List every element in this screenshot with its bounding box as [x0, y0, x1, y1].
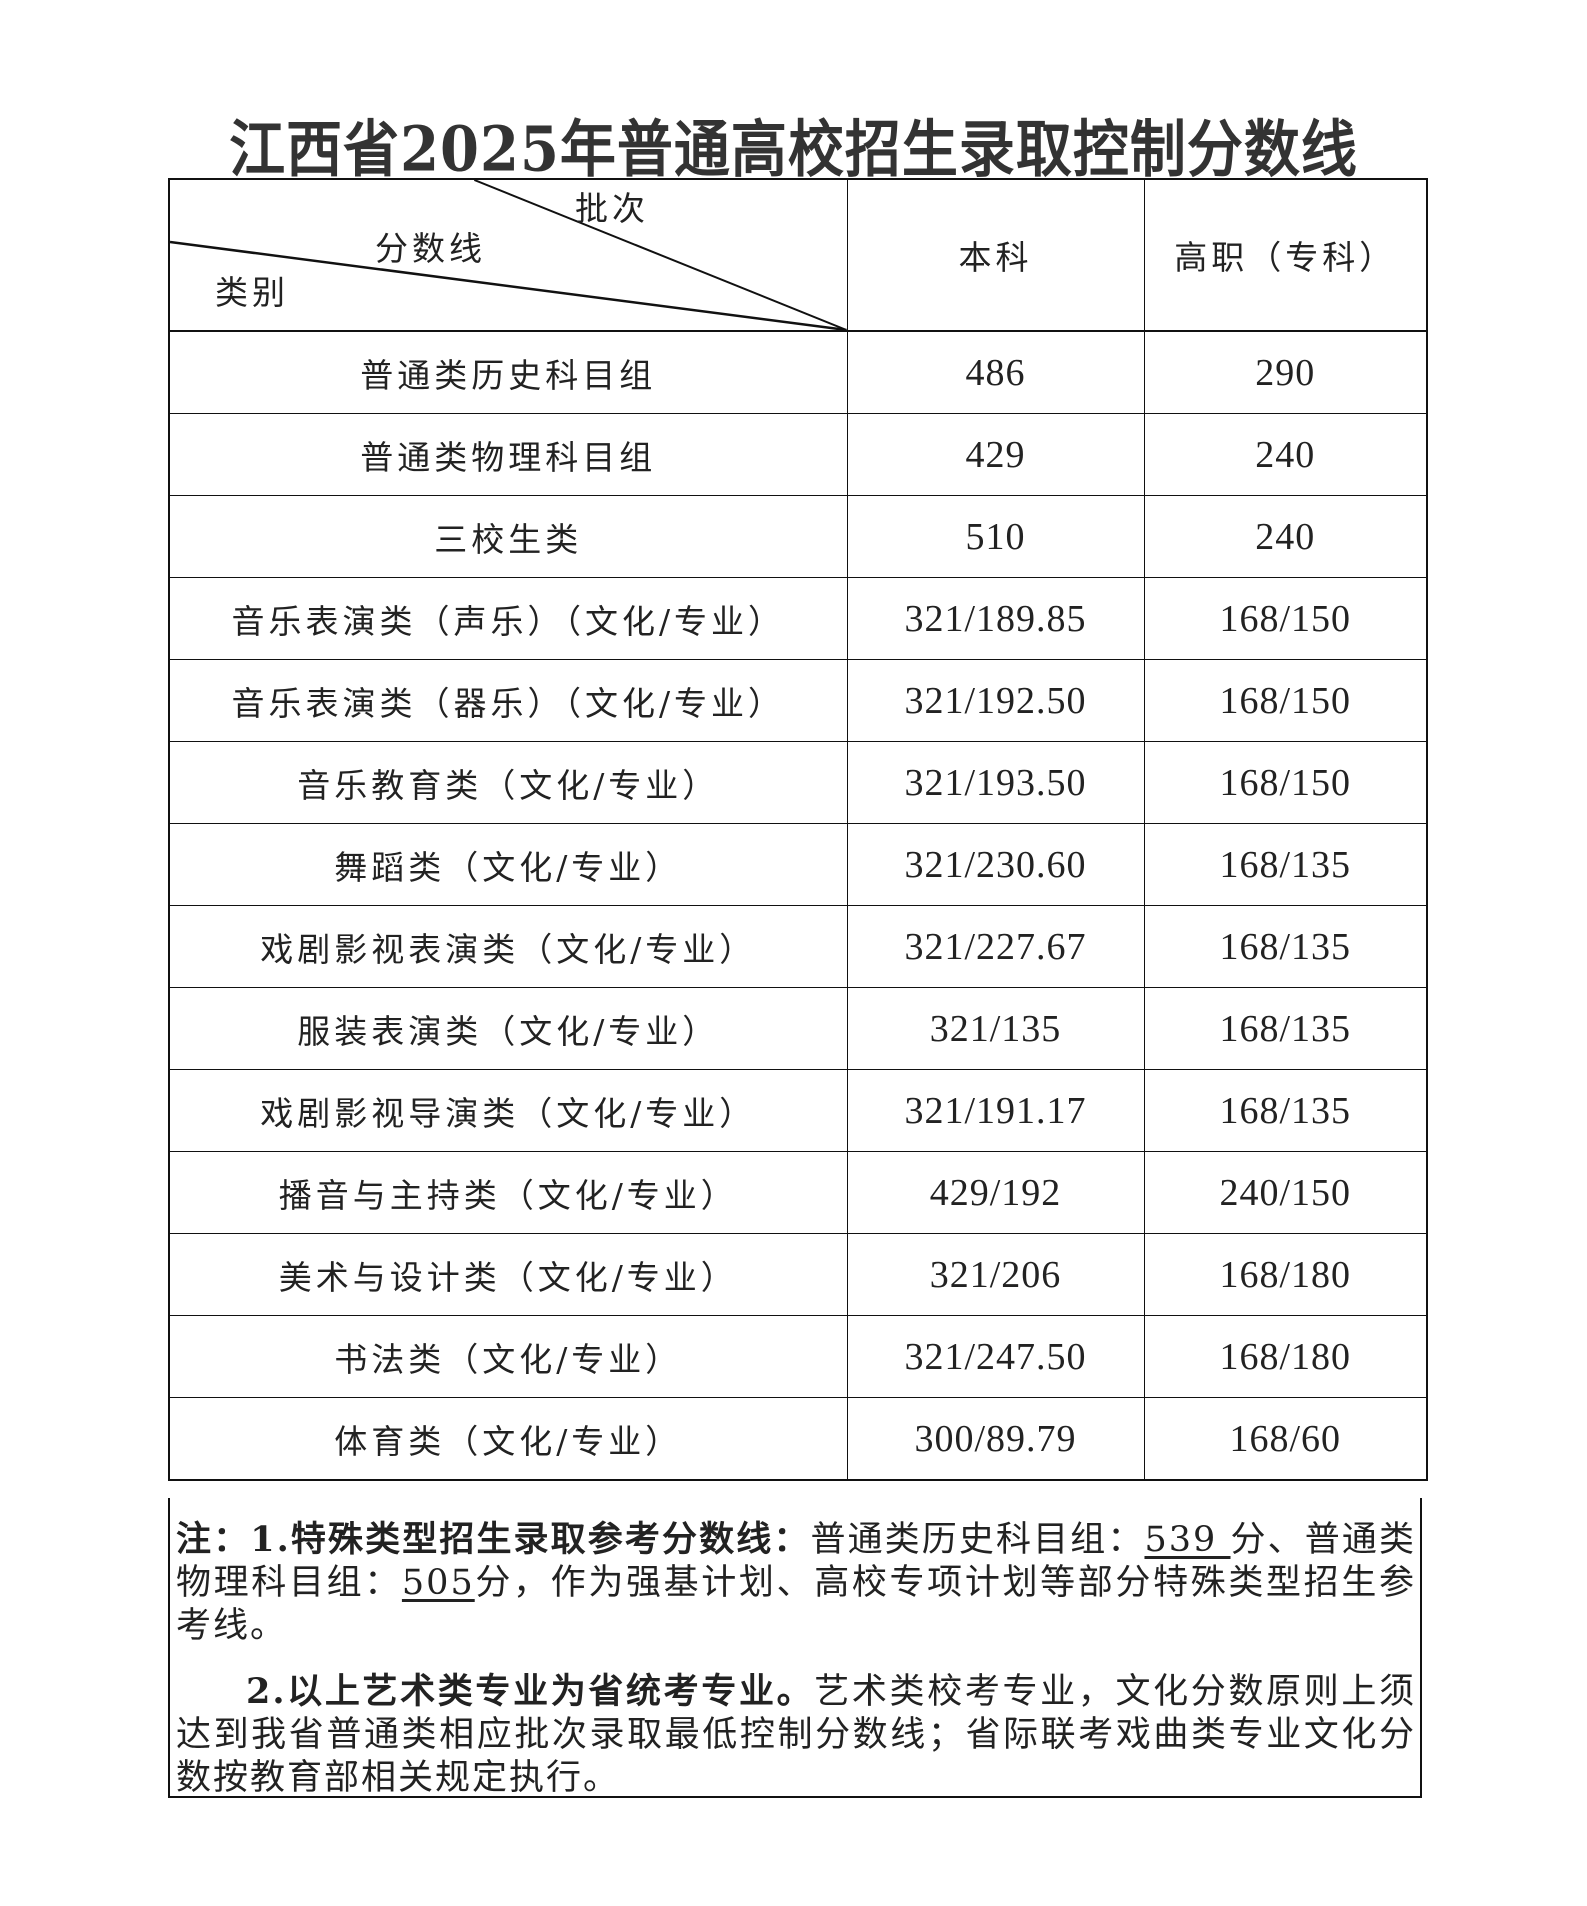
vocational-score-cell: 240 [1143, 495, 1428, 578]
vocational-score-cell: 168/135 [1143, 987, 1428, 1070]
table-row: 普通类历史科目组 486 290 [168, 330, 1428, 414]
col-header-vocational: 高职（专科） [1143, 178, 1428, 332]
undergrad-score-cell: 321/189.85 [846, 577, 1145, 660]
vocational-score-cell: 168/150 [1143, 659, 1428, 742]
table-row: 音乐表演类（器乐）（文化/专业） 321/192.50 168/150 [168, 659, 1428, 742]
undergrad-score-cell: 321/247.50 [846, 1315, 1145, 1398]
category-cell: 播音与主持类（文化/专业） [168, 1151, 848, 1234]
vocational-score-cell: 168/135 [1143, 905, 1428, 988]
vocational-score-cell: 290 [1143, 330, 1428, 414]
table-row: 普通类物理科目组 429 240 [168, 413, 1428, 496]
page-title: 江西省2025年普通高校招生录取控制分数线 [229, 113, 1358, 186]
undergrad-score-cell: 429/192 [846, 1151, 1145, 1234]
note-2: 2.以上艺术类专业为省统考专业。艺术类校考专业，文化分数原则上须达到我省普通类相… [176, 1671, 1416, 1798]
table-row: 书法类（文化/专业） 321/247.50 168/180 [168, 1315, 1428, 1398]
category-cell: 美术与设计类（文化/专业） [168, 1233, 848, 1316]
undergrad-score-cell: 321/135 [846, 987, 1145, 1070]
note-1: 注：1.特殊类型招生录取参考分数线：普通类历史科目组：539 分、普通类物理科目… [176, 1519, 1416, 1646]
vocational-score-cell: 168/135 [1143, 1069, 1428, 1152]
category-cell: 音乐表演类（器乐）（文化/专业） [168, 659, 848, 742]
physics-special-score: 505 [401, 1563, 475, 1603]
category-cell: 三校生类 [168, 495, 848, 578]
table-row: 舞蹈类（文化/专业） 321/230.60 168/135 [168, 823, 1428, 906]
table-row: 美术与设计类（文化/专业） 321/206 168/180 [168, 1233, 1428, 1316]
diag-label-batch: 批次 [575, 189, 649, 228]
table-header-row: 批次 分数线 类别 本科 高职（专科） [168, 178, 1428, 332]
category-cell: 舞蹈类（文化/专业） [168, 823, 848, 906]
vocational-score-cell: 240 [1143, 413, 1428, 496]
category-cell: 音乐表演类（声乐）（文化/专业） [168, 577, 848, 660]
table-row: 体育类（文化/专业） 300/89.79 168/60 [168, 1397, 1428, 1481]
diagonal-lines [170, 180, 847, 330]
table-row: 三校生类 510 240 [168, 495, 1428, 578]
vocational-score-cell: 240/150 [1143, 1151, 1428, 1234]
table-row: 音乐教育类（文化/专业） 321/193.50 168/150 [168, 741, 1428, 824]
diagonal-header-cell: 批次 分数线 类别 [168, 178, 848, 332]
undergrad-score-cell: 510 [846, 495, 1145, 578]
category-cell: 戏剧影视表演类（文化/专业） [168, 905, 848, 988]
vocational-score-cell: 168/180 [1143, 1315, 1428, 1398]
diag-label-score: 分数线 [375, 229, 486, 268]
category-cell: 普通类物理科目组 [168, 413, 848, 496]
score-table: 批次 分数线 类别 本科 高职（专科） 普通类历史科目组 486 290 普通类物理科… [168, 178, 1428, 1481]
vocational-score-cell: 168/150 [1143, 741, 1428, 824]
notes-section: 注：1.特殊类型招生录取参考分数线：普通类历史科目组：539 分、普通类物理科目… [168, 1498, 1422, 1798]
vocational-score-cell: 168/180 [1143, 1233, 1428, 1316]
vocational-score-cell: 168/135 [1143, 823, 1428, 906]
undergrad-score-cell: 486 [846, 330, 1145, 414]
undergrad-score-cell: 321/206 [846, 1233, 1145, 1316]
category-cell: 普通类历史科目组 [168, 330, 848, 414]
undergrad-score-cell: 429 [846, 413, 1145, 496]
undergrad-score-cell: 321/227.67 [846, 905, 1145, 988]
table-row: 戏剧影视表演类（文化/专业） 321/227.67 168/135 [168, 905, 1428, 988]
undergrad-score-cell: 321/191.17 [846, 1069, 1145, 1152]
vocational-score-cell: 168/150 [1143, 577, 1428, 660]
diag-label-category: 类别 [215, 273, 289, 312]
table-row: 音乐表演类（声乐）（文化/专业） 321/189.85 168/150 [168, 577, 1428, 660]
history-special-score: 539 [1144, 1520, 1231, 1560]
col-header-undergrad: 本科 [846, 178, 1145, 332]
category-cell: 音乐教育类（文化/专业） [168, 741, 848, 824]
undergrad-score-cell: 321/230.60 [846, 823, 1145, 906]
vocational-score-cell: 168/60 [1143, 1397, 1428, 1481]
category-cell: 书法类（文化/专业） [168, 1315, 848, 1398]
table-row: 播音与主持类（文化/专业） 429/192 240/150 [168, 1151, 1428, 1234]
category-cell: 戏剧影视导演类（文化/专业） [168, 1069, 848, 1152]
undergrad-score-cell: 321/192.50 [846, 659, 1145, 742]
category-cell: 体育类（文化/专业） [168, 1397, 848, 1481]
table-row: 服装表演类（文化/专业） 321/135 168/135 [168, 987, 1428, 1070]
category-cell: 服装表演类（文化/专业） [168, 987, 848, 1070]
table-row: 戏剧影视导演类（文化/专业） 321/191.17 168/135 [168, 1069, 1428, 1152]
undergrad-score-cell: 321/193.50 [846, 741, 1145, 824]
undergrad-score-cell: 300/89.79 [846, 1397, 1145, 1481]
